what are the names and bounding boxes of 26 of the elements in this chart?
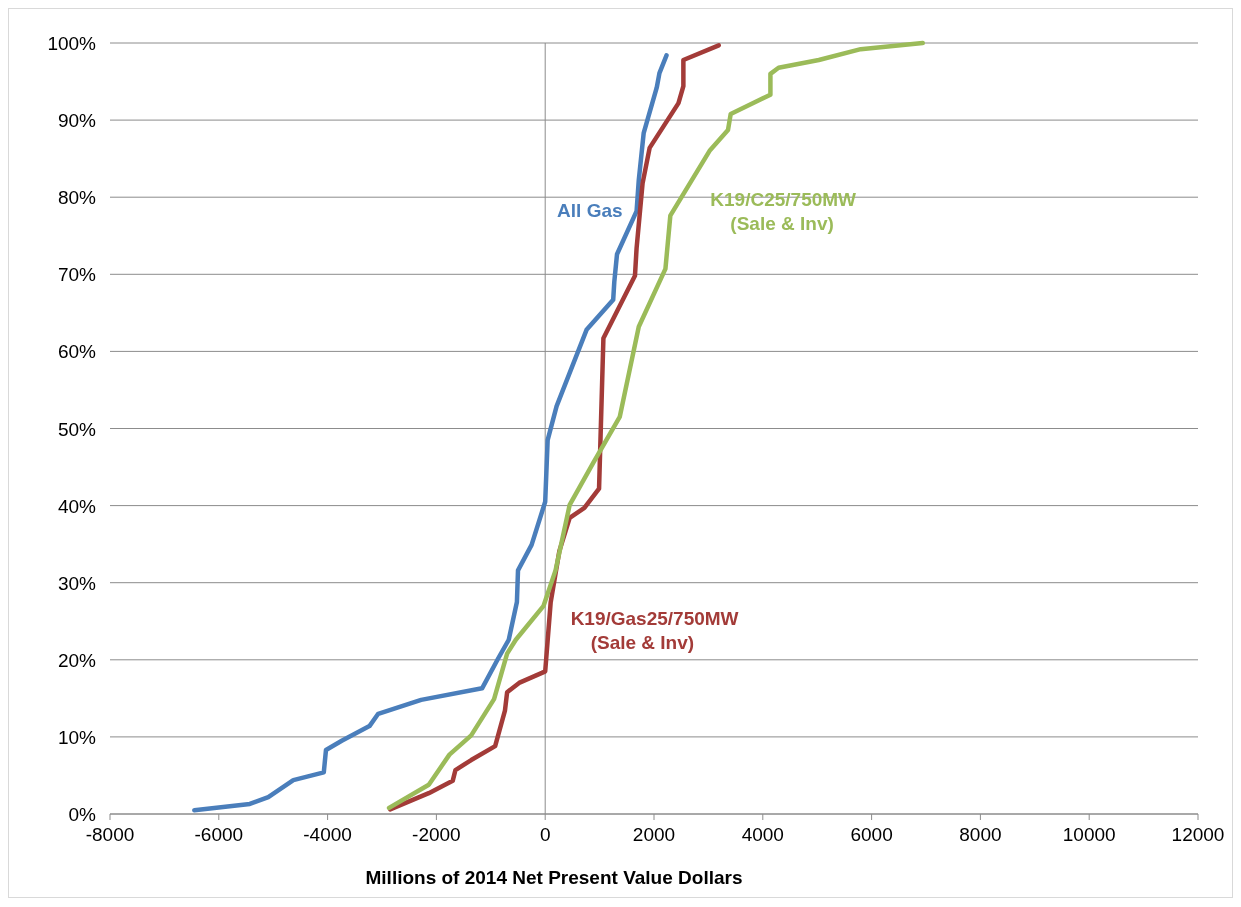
x-tick-label: 10000 [1062, 824, 1116, 845]
series-label: K19/Gas25/750MW (Sale & Inv) [570, 607, 739, 653]
y-tick-label: 100% [47, 33, 97, 54]
x-tick-label: -2000 [412, 824, 461, 845]
series-label: K19/C25/750MW (Sale & Inv) [710, 188, 857, 234]
y-tick-label: 10% [57, 726, 97, 748]
y-tick-label: 90% [57, 110, 97, 132]
x-tick-label: 8000 [959, 824, 1002, 845]
x-tick-label: 0 [539, 824, 551, 845]
x-axis-title: Millions of 2014 Net Present Value Dollars [365, 867, 743, 888]
y-tick-label: 60% [57, 341, 97, 363]
x-tick-label: 12000 [1171, 824, 1225, 845]
y-tick-label: 50% [57, 418, 97, 440]
y-tick-label: 80% [57, 187, 97, 209]
x-tick-label: 2000 [632, 824, 676, 845]
x-tick-label: -6000 [194, 824, 244, 845]
y-tick-label: 30% [57, 572, 97, 594]
y-tick-label: 70% [57, 264, 97, 286]
x-tick-label: 4000 [741, 824, 784, 845]
x-tick-label: -4000 [303, 824, 352, 845]
x-tick-label: -8000 [85, 824, 135, 845]
y-tick-label: 20% [57, 649, 97, 671]
x-tick-label: 6000 [850, 824, 893, 845]
y-tick-label: 40% [57, 495, 97, 517]
y-tick-label: 0% [68, 804, 97, 825]
series-label: All Gas [557, 200, 623, 222]
